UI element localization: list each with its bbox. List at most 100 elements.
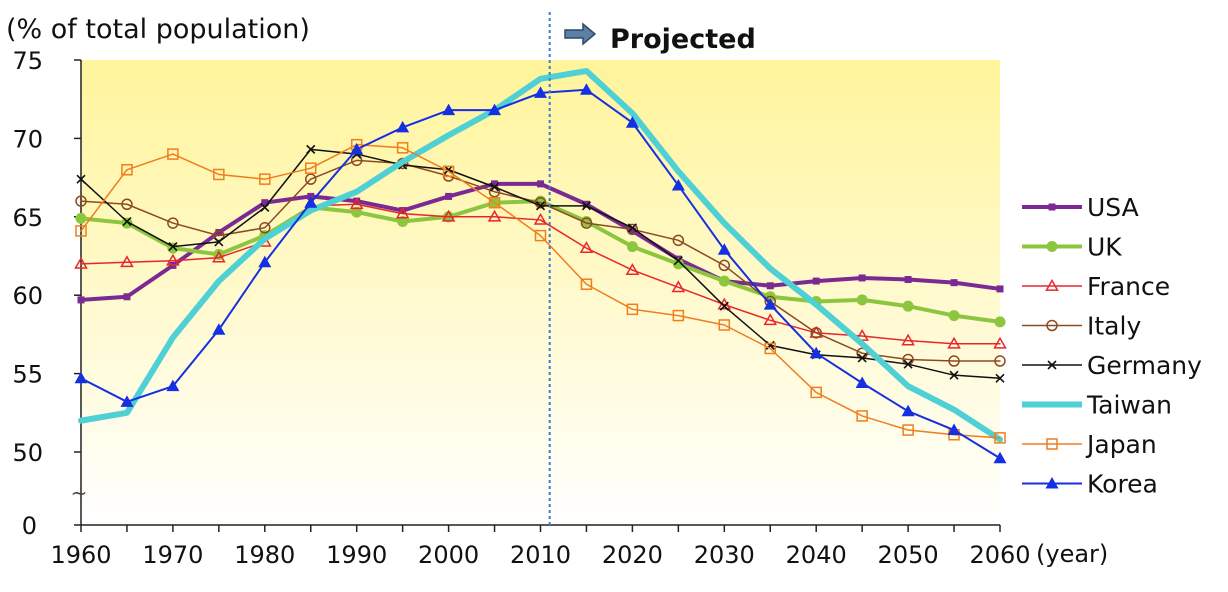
y-tick-label: 55 xyxy=(12,361,43,389)
x-tick-label: 2060 xyxy=(969,541,1030,569)
legend-item-japan: Japan xyxy=(1022,430,1157,459)
x-tick-label: 2040 xyxy=(786,541,847,569)
data-point-korea xyxy=(579,83,593,95)
data-point-japan xyxy=(856,410,868,422)
data-point-italy xyxy=(121,198,133,211)
data-point-usa xyxy=(950,279,958,287)
data-point-japan xyxy=(626,303,639,316)
data-point-japan xyxy=(121,164,133,176)
data-point-korea xyxy=(442,103,456,116)
data-point-germany xyxy=(214,237,224,247)
data-point-usa xyxy=(261,199,269,207)
legend-label-usa: USA xyxy=(1087,193,1139,222)
x-tick-label: 2020 xyxy=(602,541,663,569)
legend-marker-japan xyxy=(1046,438,1058,450)
series-line-taiwan xyxy=(78,67,1003,443)
data-point-germany xyxy=(581,201,592,211)
data-point-france xyxy=(947,336,961,349)
data-point-germany xyxy=(76,174,86,184)
y-tick-label: 0 xyxy=(22,512,37,540)
data-point-japan xyxy=(442,165,455,178)
data-point-japan xyxy=(580,278,593,290)
data-point-italy xyxy=(350,154,363,167)
data-point-germany xyxy=(903,359,913,369)
legend-item-usa: USA xyxy=(1022,193,1139,222)
y-tick-label: 60 xyxy=(12,282,43,310)
data-point-france xyxy=(625,263,640,275)
axes-layer: 75 70 65 60 55 50 0 ~1960 1970 1980 1990 2000 2010 20… xyxy=(12,47,1030,569)
legend-item-france: France xyxy=(1022,272,1170,301)
data-point-germany xyxy=(949,370,959,380)
data-point-korea xyxy=(212,323,226,335)
data-point-korea xyxy=(304,196,318,208)
data-point-uk xyxy=(672,258,684,270)
legend-label-japan: Japan xyxy=(1085,430,1157,459)
data-point-usa xyxy=(537,180,544,188)
legend-label-korea: Korea xyxy=(1087,470,1158,499)
data-point-uk xyxy=(718,275,730,287)
data-point-france xyxy=(441,209,456,222)
y-tick-label: 50 xyxy=(12,439,43,467)
data-point-italy xyxy=(75,195,87,207)
legend-item-korea: Korea xyxy=(1022,470,1158,499)
series-taiwan xyxy=(78,67,1003,443)
data-point-germany xyxy=(673,256,683,266)
data-point-uk xyxy=(994,316,1006,328)
plot-area-background xyxy=(81,60,1000,525)
data-point-korea xyxy=(625,116,639,128)
data-point-korea xyxy=(993,451,1007,464)
data-point-japan xyxy=(75,225,87,237)
legend-item-uk: UK xyxy=(1022,233,1122,262)
data-point-usa xyxy=(628,227,636,235)
x-tick-label: 1990 xyxy=(326,541,387,569)
data-point-japan xyxy=(534,229,547,242)
data-point-usa xyxy=(491,180,499,188)
data-point-uk xyxy=(351,206,363,218)
data-point-korea xyxy=(717,243,731,255)
data-point-japan xyxy=(994,432,1006,444)
data-point-italy xyxy=(167,217,179,229)
y-tick-label: 65 xyxy=(12,204,43,232)
data-point-germany xyxy=(995,373,1005,383)
data-point-italy xyxy=(213,229,225,242)
data-point-france xyxy=(166,253,180,266)
data-point-usa xyxy=(766,282,774,290)
data-point-usa xyxy=(123,293,131,301)
legend-item-taiwan: Taiwan xyxy=(1022,391,1172,420)
data-point-japan xyxy=(396,142,409,154)
legend: USA UK France Italy Germany Taiwan Japan Korea xyxy=(1022,193,1202,499)
data-point-france xyxy=(763,313,778,326)
projection-label: Projected xyxy=(610,24,756,55)
data-point-germany xyxy=(535,201,546,211)
legend-marker-france xyxy=(1045,278,1059,291)
legend-item-italy: Italy xyxy=(1022,312,1141,341)
y-axis-break-symbol: ~ xyxy=(71,481,88,505)
data-point-korea xyxy=(855,376,869,389)
data-point-germany xyxy=(627,223,637,233)
arrow-right-icon xyxy=(564,22,597,46)
data-point-italy xyxy=(259,222,271,234)
data-point-italy xyxy=(580,217,593,229)
data-point-france xyxy=(671,280,686,293)
data-point-germany xyxy=(306,144,316,154)
data-point-korea xyxy=(396,120,410,133)
data-point-germany xyxy=(168,242,178,252)
data-point-japan xyxy=(259,173,271,185)
legend-label-taiwan: Taiwan xyxy=(1086,391,1172,420)
data-point-france xyxy=(120,255,134,268)
x-tick-label: 2050 xyxy=(878,541,939,569)
x-tick-label: 2000 xyxy=(418,541,479,569)
data-point-korea xyxy=(120,395,134,407)
data-point-france xyxy=(993,336,1007,349)
legend-marker-usa xyxy=(1048,203,1056,211)
data-point-germany xyxy=(122,216,132,227)
data-point-usa xyxy=(215,228,223,236)
legend-label-italy: Italy xyxy=(1087,312,1141,341)
data-point-france xyxy=(349,197,364,210)
data-point-uk xyxy=(902,300,914,312)
data-point-france xyxy=(395,206,410,219)
data-point-germany xyxy=(857,353,867,363)
legend-marker-germany xyxy=(1047,360,1057,370)
data-point-japan xyxy=(488,196,501,209)
